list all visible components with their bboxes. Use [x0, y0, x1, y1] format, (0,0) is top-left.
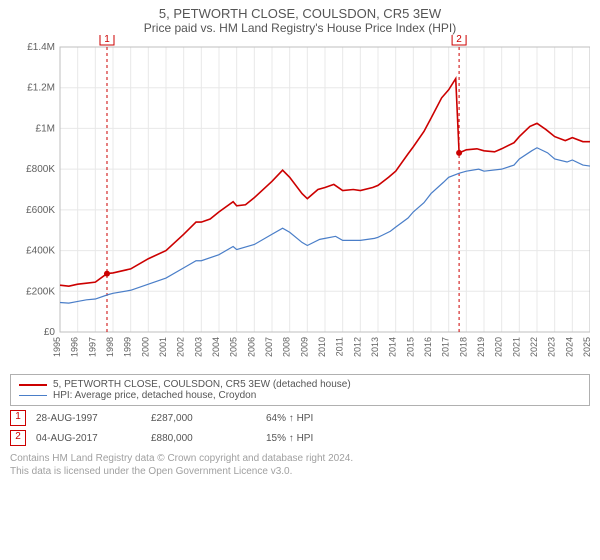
transaction-row: 2 04-AUG-2017£880,00015% ↑ HPI [10, 430, 590, 446]
svg-text:2012: 2012 [352, 337, 362, 357]
svg-text:2008: 2008 [282, 337, 292, 357]
svg-text:£1.2M: £1.2M [27, 83, 55, 94]
legend-box: 5, PETWORTH CLOSE, COULSDON, CR5 3EW (de… [10, 374, 590, 406]
svg-text:2003: 2003 [193, 337, 203, 357]
svg-text:2016: 2016 [423, 337, 433, 357]
svg-text:2025: 2025 [582, 337, 590, 357]
attribution-line: This data is licensed under the Open Gov… [10, 465, 590, 478]
svg-text:2022: 2022 [529, 337, 539, 357]
transaction-pct: 15% ↑ HPI [266, 433, 381, 444]
transaction-row: 1 28-AUG-1997£287,00064% ↑ HPI [10, 410, 590, 426]
transaction-date: 04-AUG-2017 [36, 433, 151, 444]
svg-text:£1M: £1M [36, 123, 55, 134]
price-chart: £0 £200K £400K £600K £800K £1M £1.2M £1.4M 1995 1… [10, 35, 590, 368]
svg-text:£1.4M: £1.4M [27, 42, 55, 53]
svg-text:2023: 2023 [547, 337, 557, 357]
legend-label: HPI: Average price, detached house, Croy… [53, 390, 256, 401]
transaction-price: £287,000 [151, 413, 266, 424]
svg-text:£800K: £800K [26, 164, 55, 175]
marker-badge: 1 [10, 410, 26, 426]
svg-text:2005: 2005 [229, 337, 239, 357]
svg-text:2002: 2002 [176, 337, 186, 357]
chart-subtitle: Price paid vs. HM Land Registry's House … [10, 21, 590, 35]
svg-text:2007: 2007 [264, 337, 274, 357]
attribution: Contains HM Land Registry data © Crown c… [10, 452, 590, 478]
svg-text:2020: 2020 [494, 337, 504, 357]
attribution-line: Contains HM Land Registry data © Crown c… [10, 452, 590, 465]
svg-text:2001: 2001 [158, 337, 168, 357]
marker-badge: 2 [10, 430, 26, 446]
svg-text:2006: 2006 [246, 337, 256, 357]
svg-text:2: 2 [456, 35, 462, 45]
svg-text:2014: 2014 [388, 337, 398, 357]
chart-title: 5, PETWORTH CLOSE, COULSDON, CR5 3EW [10, 6, 590, 21]
svg-text:£200K: £200K [26, 286, 55, 297]
legend-item-price: 5, PETWORTH CLOSE, COULSDON, CR5 3EW (de… [19, 379, 581, 390]
svg-text:2015: 2015 [405, 337, 415, 357]
svg-text:£0: £0 [44, 327, 56, 338]
svg-text:1995: 1995 [52, 337, 62, 357]
svg-text:1997: 1997 [87, 337, 97, 357]
svg-text:2019: 2019 [476, 337, 486, 357]
transaction-price: £880,000 [151, 433, 266, 444]
svg-text:2018: 2018 [458, 337, 468, 357]
svg-text:2024: 2024 [564, 337, 574, 357]
svg-text:2017: 2017 [441, 337, 451, 357]
svg-text:£400K: £400K [26, 246, 55, 257]
transaction-pct: 64% ↑ HPI [266, 413, 381, 424]
svg-text:1999: 1999 [123, 337, 133, 357]
svg-text:2011: 2011 [335, 337, 345, 356]
legend-label: 5, PETWORTH CLOSE, COULSDON, CR5 3EW (de… [53, 379, 351, 390]
transaction-date: 28-AUG-1997 [36, 413, 151, 424]
svg-text:2010: 2010 [317, 337, 327, 357]
svg-text:1998: 1998 [105, 337, 115, 357]
svg-text:2009: 2009 [299, 337, 309, 357]
svg-text:2000: 2000 [140, 337, 150, 357]
svg-text:1996: 1996 [70, 337, 80, 357]
transaction-list: 1 28-AUG-1997£287,00064% ↑ HPI 2 04-AUG-201… [10, 410, 590, 446]
svg-text:2021: 2021 [511, 337, 521, 357]
svg-text:2004: 2004 [211, 337, 221, 357]
svg-text:2013: 2013 [370, 337, 380, 357]
legend-item-hpi: HPI: Average price, detached house, Croy… [19, 390, 581, 401]
svg-text:1: 1 [104, 35, 110, 45]
svg-text:£600K: £600K [26, 205, 55, 216]
